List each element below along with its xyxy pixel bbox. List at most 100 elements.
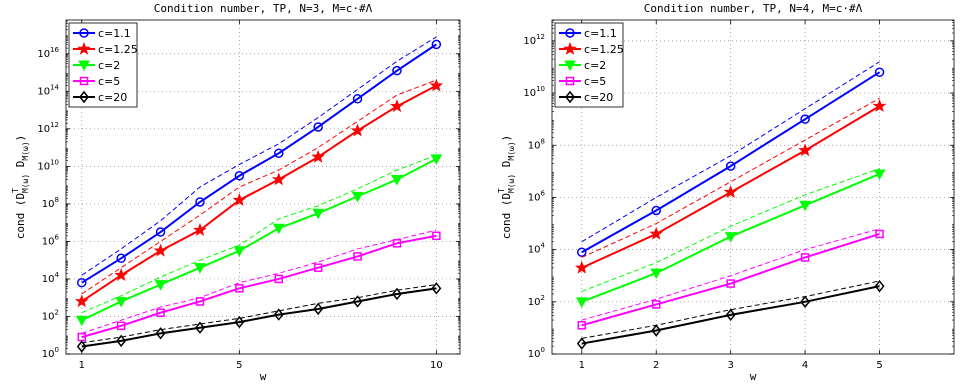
data-point <box>352 295 363 308</box>
legend-label: c=1.25 <box>584 43 624 56</box>
x-tick-label: 5 <box>236 360 242 371</box>
y-axis-label: cond (DTM(ω) DM(ω)) <box>11 135 30 240</box>
data-point <box>234 315 245 329</box>
data-point <box>651 324 662 337</box>
plot-frame <box>65 19 461 355</box>
x-tick-label: 1 <box>579 360 585 371</box>
legend-label: c=20 <box>98 91 127 104</box>
series-bound-line <box>581 228 880 321</box>
data-point <box>313 302 324 316</box>
data-point <box>875 229 884 239</box>
y-tick-label: 100 <box>528 346 545 360</box>
legend-label: c=2 <box>98 59 120 72</box>
data-point <box>115 296 128 308</box>
data-point <box>576 337 587 350</box>
data-point <box>233 246 246 257</box>
data-point <box>313 263 323 272</box>
x-tick-label: 1 <box>79 360 85 371</box>
data-point <box>392 239 402 248</box>
legend-label: c=1.25 <box>98 43 138 56</box>
legend-marker <box>79 90 89 104</box>
legend-marker <box>79 76 89 86</box>
series-line <box>581 285 880 345</box>
data-point <box>273 308 284 321</box>
data-point <box>75 315 88 327</box>
y-tick-label: 100 <box>42 346 59 360</box>
y-tick-label: 102 <box>528 294 545 308</box>
data-point <box>194 263 206 274</box>
legend-label: c=1.1 <box>584 27 617 40</box>
x-tick-label: 10 <box>430 360 443 371</box>
data-point <box>650 268 663 280</box>
series-c=1.1 <box>77 36 442 288</box>
x-tick-label: 4 <box>802 360 808 371</box>
legend-marker <box>564 60 576 72</box>
series-c=20 <box>76 282 442 353</box>
data-point <box>193 223 207 236</box>
y-tick-label: 1014 <box>37 83 59 97</box>
data-point <box>873 169 886 180</box>
x-tick-label: 3 <box>727 360 733 371</box>
data-point <box>195 197 205 207</box>
chart-right-panel: Condition number, TP, N=4, M=c·#Λ 1 2 3 4 5 10… <box>497 2 955 383</box>
series-c=1.25 <box>74 78 444 308</box>
data-point <box>431 282 442 295</box>
legend-label: c=2 <box>584 59 606 72</box>
series-c=1.25 <box>574 97 887 274</box>
y-tick-label: 1012 <box>37 121 59 135</box>
data-point <box>352 94 363 104</box>
data-point <box>156 308 165 317</box>
data-point <box>76 340 87 353</box>
legend-marker <box>565 76 575 86</box>
data-point <box>234 170 245 181</box>
data-point <box>235 284 244 293</box>
y-tick-label: 104 <box>42 271 60 285</box>
series-line <box>81 157 437 322</box>
y-tick-label: 104 <box>528 242 546 256</box>
data-point <box>800 114 810 124</box>
data-point <box>313 122 323 132</box>
x-tick-label: 5 <box>876 360 882 371</box>
data-point <box>724 232 737 243</box>
series-c=20 <box>576 279 885 350</box>
data-point <box>351 191 364 203</box>
y-axis-label: cond (DTM(ω) DM(ω)) <box>497 135 516 240</box>
series-line <box>81 234 437 339</box>
legend-label: c=20 <box>584 91 613 104</box>
series-c=2 <box>75 154 443 327</box>
legend-label: c=1.1 <box>98 27 131 40</box>
data-point <box>391 287 402 301</box>
data-point <box>194 321 205 334</box>
data-point <box>799 200 811 212</box>
data-point <box>431 39 442 50</box>
x-tick-label: 2 <box>653 360 659 371</box>
legend-marker <box>565 90 575 104</box>
series-bound-line <box>81 79 437 295</box>
chart-left-panel: Condition number, TP, N=3, M=c·#Λ 1 5 10 100… <box>11 2 461 383</box>
data-point <box>353 252 362 261</box>
y-tick-label: 1010 <box>523 85 545 99</box>
data-point <box>651 205 661 216</box>
data-point <box>195 297 205 306</box>
data-point <box>155 327 166 340</box>
series-line <box>581 233 880 327</box>
series-c=5 <box>77 229 441 342</box>
data-point <box>232 192 247 206</box>
series-c=1.1 <box>577 61 885 257</box>
legend: c=1.1 c=1.25 c=2 c=5 c=20 <box>554 22 624 108</box>
data-point <box>574 260 589 274</box>
series-c=2 <box>575 168 886 308</box>
legend-label: c=5 <box>98 75 120 88</box>
legend-marker <box>78 60 90 72</box>
data-point <box>271 172 286 186</box>
data-point <box>392 65 402 76</box>
legend-marker <box>563 41 577 55</box>
series-bound-line <box>81 284 437 344</box>
series-bound-line <box>81 154 437 314</box>
x-axis-label: w <box>750 370 757 383</box>
legend-marker <box>77 41 91 55</box>
y-tick-label: 106 <box>528 189 546 203</box>
legend-marker <box>565 28 575 38</box>
data-point <box>350 123 365 137</box>
